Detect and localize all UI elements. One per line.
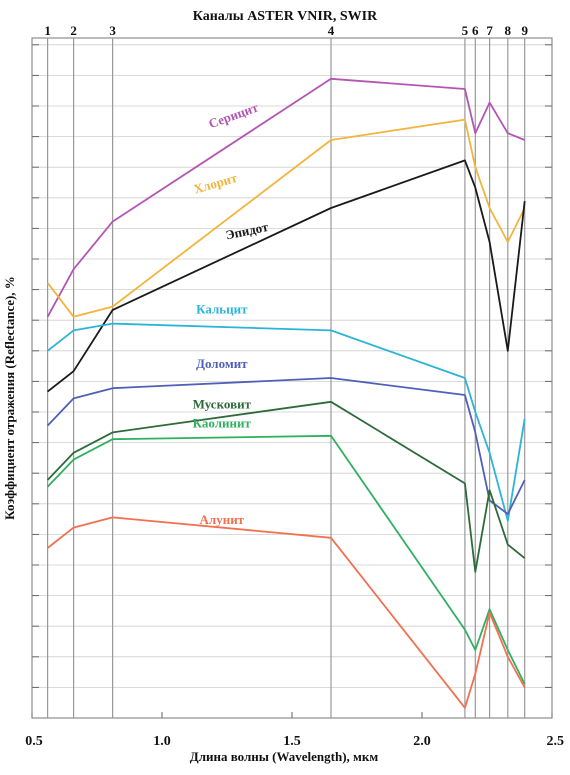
x-axis-label: Длина волны (Wavelength), мкм: [190, 749, 379, 764]
series-label: Хлорит: [192, 170, 239, 197]
series-line: [46, 377, 526, 515]
series-label: Кальцит: [196, 301, 248, 316]
band-label: 3: [109, 23, 116, 38]
chart-title: Каналы ASTER VNIR, SWIR: [193, 9, 378, 24]
series-line: [46, 118, 526, 318]
band-label: 7: [486, 23, 493, 38]
band-label: 2: [70, 23, 77, 38]
band-label: 5: [462, 23, 469, 38]
series-label: Каолинит: [193, 416, 252, 431]
series-label: Серицит: [207, 99, 261, 131]
band-label: 9: [521, 23, 528, 38]
band-label: 6: [472, 23, 479, 38]
x-tick-label: 2.0: [413, 734, 431, 749]
series-line: [47, 322, 526, 522]
x-tick-label: 1.5: [283, 734, 301, 749]
band-label: 1: [44, 23, 51, 38]
grid: [32, 44, 552, 688]
band-label: 8: [505, 23, 512, 38]
x-axis-ticks: 0.5 1.0 1.5 2.0 2.5: [25, 712, 564, 749]
x-tick-label: 1.0: [153, 734, 171, 749]
band-label: 4: [328, 23, 335, 38]
series-line: [47, 516, 526, 709]
series-label: Алунит: [200, 512, 245, 527]
series-line: [46, 434, 526, 685]
series-line: [46, 400, 526, 573]
plot-area: [31, 37, 553, 719]
series-line: [47, 159, 526, 393]
series-line: [46, 77, 526, 318]
series-label: Мусковит: [193, 397, 252, 412]
x-tick-label: 0.5: [25, 734, 43, 749]
series-lines: [46, 77, 526, 709]
series-labels: СерицитХлоритЭпидотКальцитДоломитМускови…: [192, 99, 270, 527]
y-axis-label: Коэффициент отражения (Reflectance), %: [2, 276, 17, 520]
series-label: Доломит: [196, 356, 248, 371]
x-tick-label: 2.5: [547, 734, 565, 749]
